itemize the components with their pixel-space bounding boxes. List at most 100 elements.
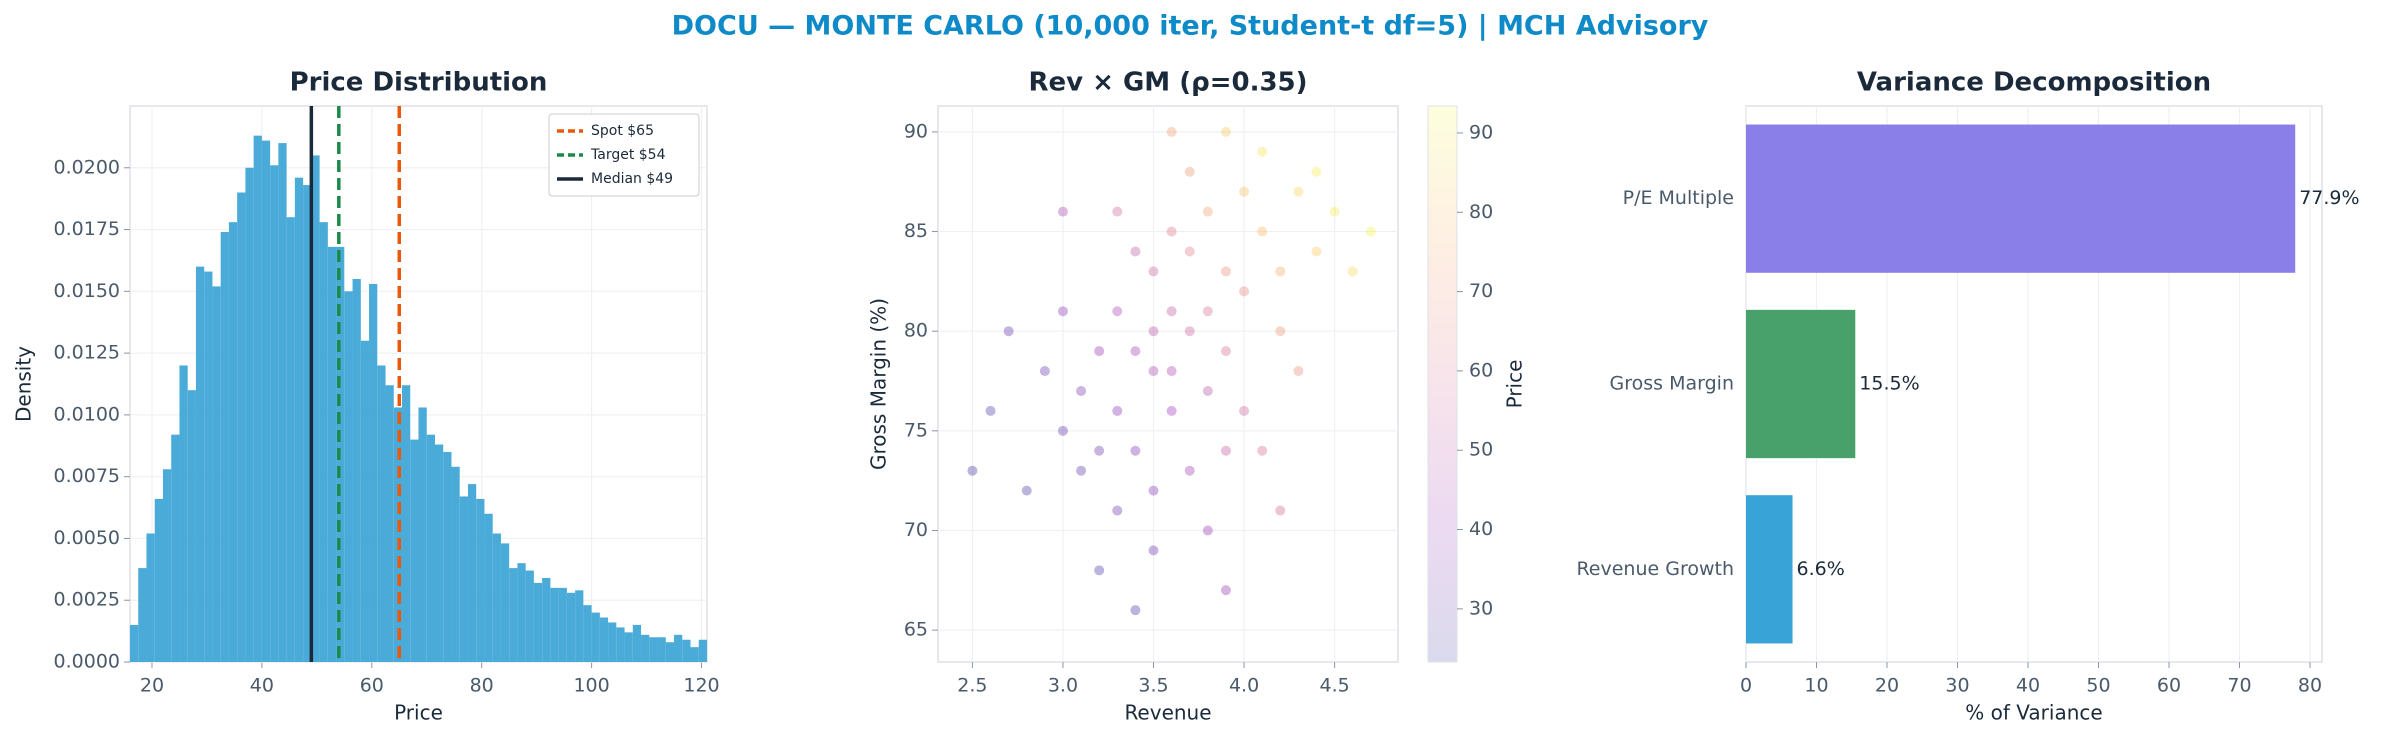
scatter-point xyxy=(1329,206,1340,217)
hist-bar xyxy=(204,271,213,662)
bar xyxy=(1746,309,1856,459)
colorbar-tick-label: 60 xyxy=(1469,359,1493,381)
x-tick-label: 3.0 xyxy=(1048,675,1078,697)
scatter-point xyxy=(1293,186,1304,197)
hist-bar xyxy=(228,222,238,663)
scatter-point xyxy=(1148,366,1159,377)
hist-bar xyxy=(130,624,139,662)
value-label: 6.6% xyxy=(1797,558,1845,580)
scatter-point xyxy=(1311,246,1322,257)
hist-bar xyxy=(286,217,295,662)
scatter-point xyxy=(1275,505,1286,516)
hist-bar xyxy=(484,513,493,662)
scatter-point xyxy=(1130,445,1141,456)
y-tick-label: 0.0150 xyxy=(54,280,120,302)
y-tick-label: 0.0000 xyxy=(54,651,120,673)
hist-bar xyxy=(402,385,411,662)
colorbar-tick-label: 40 xyxy=(1469,518,1493,540)
scatter-point xyxy=(1365,226,1376,237)
hist-bar xyxy=(583,605,592,662)
hist-bar xyxy=(385,385,394,662)
colorbar-tick-label: 80 xyxy=(1469,201,1493,223)
hist-bar xyxy=(327,246,337,662)
colorbar-tick-label: 50 xyxy=(1469,439,1493,461)
x-tick-label: 20 xyxy=(1875,675,1899,697)
legend-label: Median $49 xyxy=(591,171,673,187)
x-tick-label: 50 xyxy=(2086,675,2110,697)
scatter-point xyxy=(1239,286,1250,297)
scatter-point xyxy=(1202,385,1213,396)
y-tick-label: P/E Multiple xyxy=(1623,187,1734,209)
hist-bar xyxy=(303,185,312,662)
hist-bar xyxy=(418,407,427,662)
y-tick-label: 0.0075 xyxy=(54,465,120,487)
hist-bar xyxy=(393,407,403,662)
x-tick-label: 60 xyxy=(2157,675,2181,697)
colorbar xyxy=(1427,105,1458,663)
scatter-point xyxy=(1166,366,1177,377)
hist-bar xyxy=(237,192,246,662)
y-tick-label: 0.0175 xyxy=(54,218,120,240)
x-tick-label: 4.0 xyxy=(1229,675,1259,697)
colorbar-label: Price xyxy=(1503,360,1527,409)
scatter-point xyxy=(1220,445,1231,456)
x-tick-label: 60 xyxy=(360,675,384,697)
scatter-point xyxy=(1202,206,1213,217)
scatter-point xyxy=(1148,485,1159,496)
hist-bar xyxy=(360,340,370,662)
scatter-point xyxy=(1184,166,1195,177)
scatter-point xyxy=(1202,525,1213,536)
hist-bar xyxy=(138,568,147,662)
hist-bar xyxy=(665,642,675,662)
scatter-point xyxy=(1166,226,1177,237)
scatter-point xyxy=(985,405,996,416)
scatter-point xyxy=(1112,306,1123,317)
x-axis-label: Price xyxy=(394,701,443,725)
y-tick-label: 70 xyxy=(904,519,928,541)
legend-box xyxy=(548,113,700,197)
x-tick-label: 70 xyxy=(2227,675,2251,697)
hist-bar xyxy=(467,484,477,662)
hist-bar xyxy=(682,639,691,662)
scatter-point xyxy=(1112,505,1123,516)
value-label: 77.9% xyxy=(2299,187,2359,209)
y-tick-label: Revenue Growth xyxy=(1576,558,1734,580)
hist-bar xyxy=(311,155,320,662)
scatter-point xyxy=(1057,425,1068,436)
scatter-point xyxy=(967,465,978,476)
y-tick-label: Gross Margin xyxy=(1610,373,1734,395)
hist-bar xyxy=(434,444,444,662)
hist-bar xyxy=(517,563,526,662)
x-tick-label: 2.5 xyxy=(957,675,987,697)
x-tick-label: 40 xyxy=(2016,675,2040,697)
hist-bar xyxy=(632,624,642,662)
hist-bar xyxy=(616,627,625,662)
hist-bar xyxy=(451,466,460,662)
y-tick-label: 90 xyxy=(904,120,928,142)
scatter-point xyxy=(1220,346,1231,357)
plot-title: Variance Decomposition xyxy=(1857,68,2211,98)
scatter-point xyxy=(1130,246,1141,257)
hist-bar xyxy=(542,577,551,662)
hist-bar xyxy=(146,533,155,662)
x-tick-label: 40 xyxy=(250,675,274,697)
scatter-point xyxy=(1239,405,1250,416)
colorbar-tick-label: 70 xyxy=(1469,280,1493,302)
scatter-point xyxy=(1166,405,1177,416)
scatter-point xyxy=(1130,605,1141,616)
x-tick-label: 30 xyxy=(1945,675,1969,697)
hist-bar xyxy=(698,639,707,662)
scatter-point xyxy=(1039,366,1050,377)
scatter-point xyxy=(1148,266,1159,277)
hist-bar xyxy=(649,637,658,662)
x-axis-label: % of Variance xyxy=(1965,701,2102,725)
plot-title: Rev × GM (ρ=0.35) xyxy=(1028,68,1307,98)
x-tick-label: 100 xyxy=(573,675,609,697)
hist-bar xyxy=(270,165,279,662)
scatter-point xyxy=(1184,465,1195,476)
scatter-point xyxy=(1112,206,1123,217)
hist-bar xyxy=(278,143,287,663)
hist-bar xyxy=(426,434,435,662)
hist-bar xyxy=(674,634,683,662)
hist-bar xyxy=(500,543,510,662)
